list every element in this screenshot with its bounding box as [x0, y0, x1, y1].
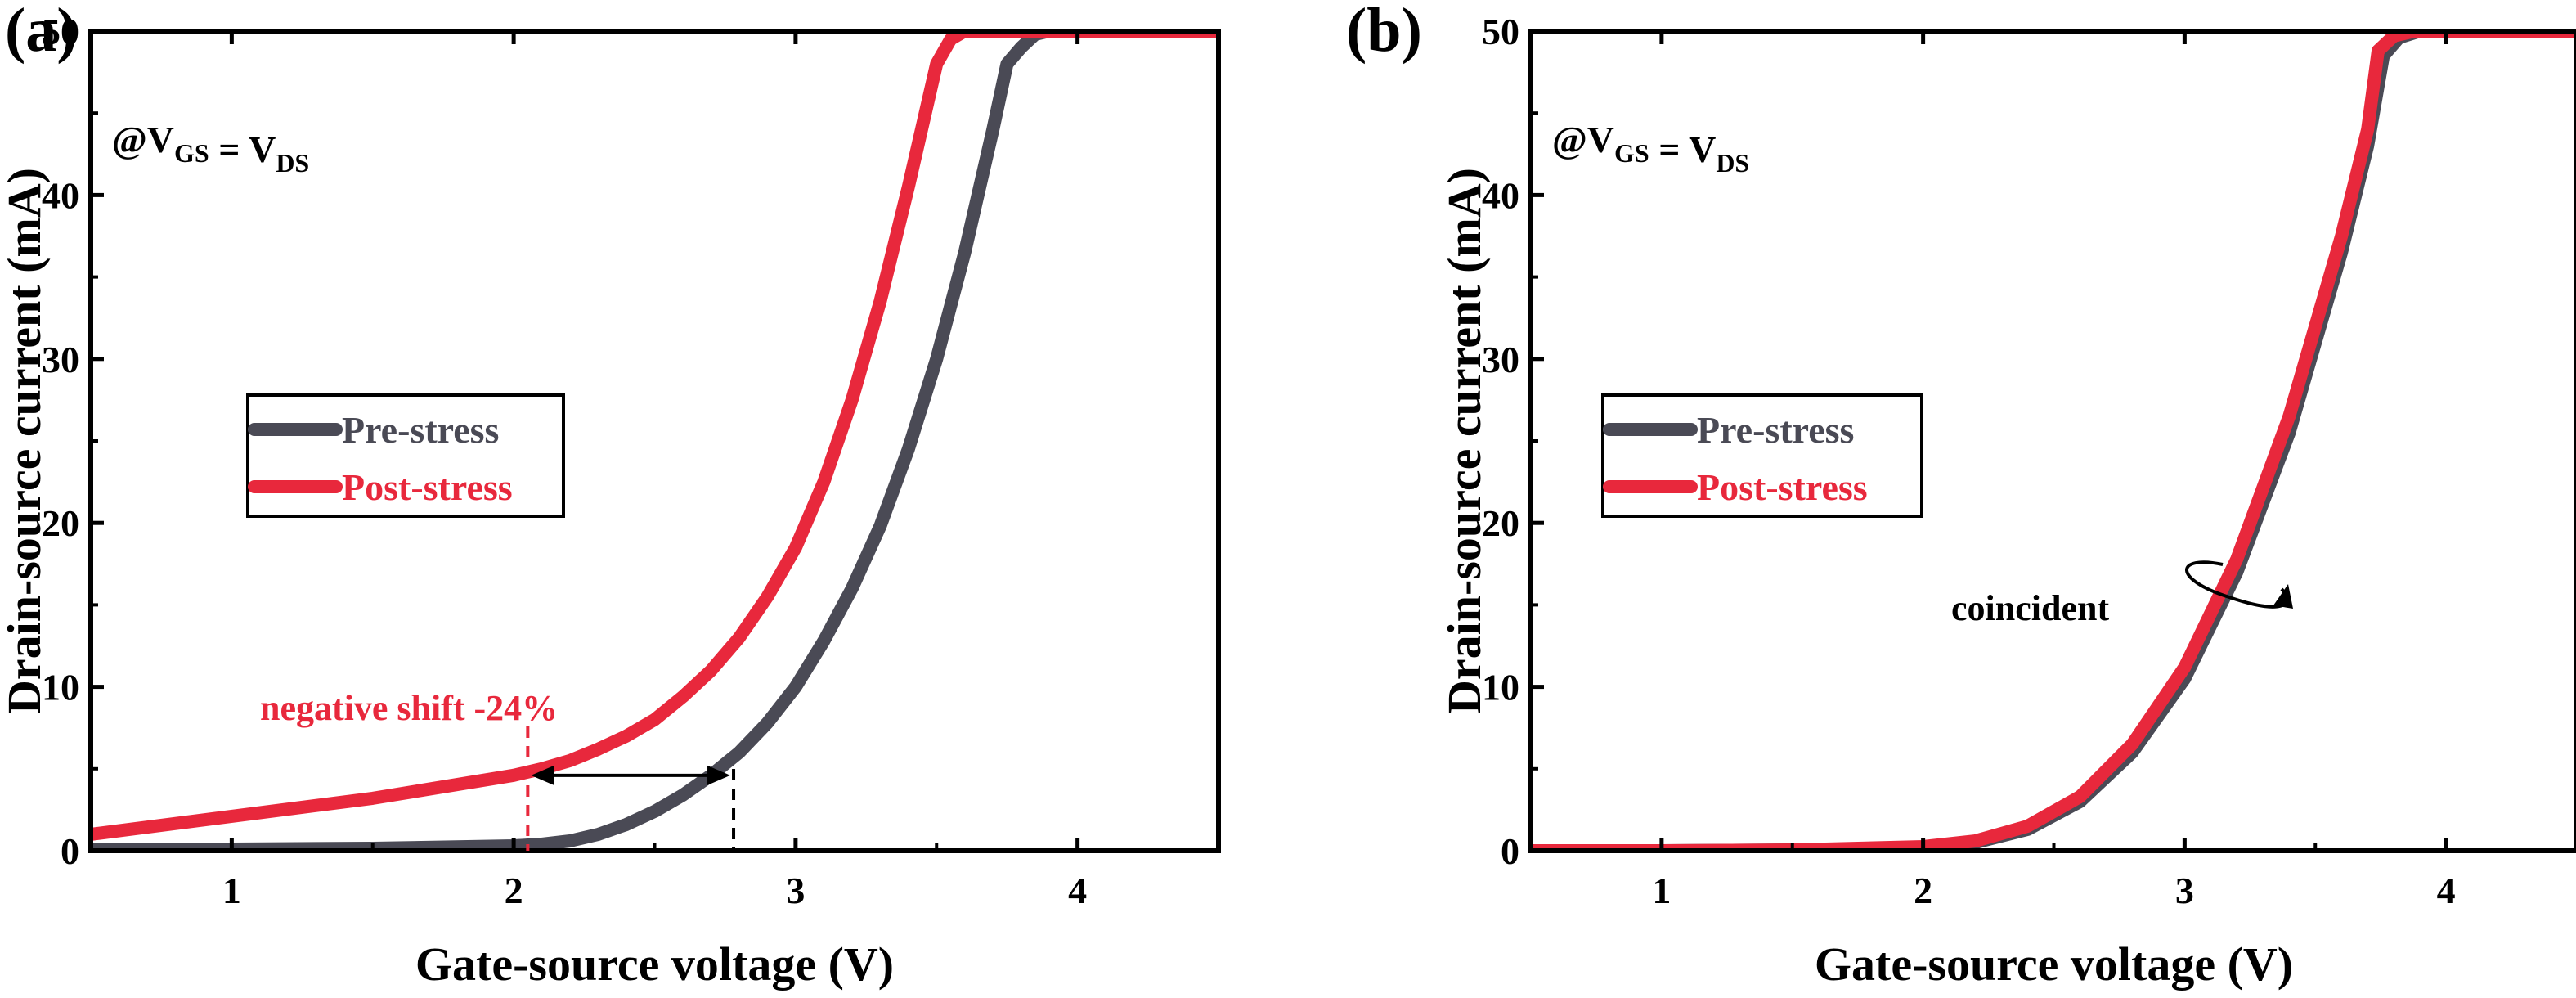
coincident-arrow-head — [2273, 584, 2293, 609]
legend-label-post-stress: Post-stress — [342, 466, 513, 508]
x-tick-label: 3 — [786, 870, 805, 911]
condition-condition-eq: = V — [1649, 128, 1717, 170]
shift-arrow-head-right — [707, 765, 731, 785]
shift-annotation: negative shift -24% — [260, 688, 558, 728]
x-axis-label: Gate-source voltage (V) — [415, 937, 894, 991]
series-line-pre-stress — [91, 31, 1218, 851]
x-tick-label: 4 — [2437, 870, 2456, 911]
y-tick-label: 50 — [1482, 11, 1519, 52]
panel-label: (a) — [5, 0, 78, 65]
y-tick-label: 40 — [42, 174, 79, 216]
condition-label: @VGS = VDS — [112, 119, 309, 178]
x-tick-label: 4 — [1068, 870, 1087, 911]
y-axis-label: Drain-source current (mA) — [1438, 168, 1491, 714]
y-tick-label: 40 — [1482, 174, 1519, 216]
condition-condition-sub2: DS — [1716, 148, 1749, 178]
condition-label: @VGS = VDS — [1552, 119, 1749, 178]
condition-condition-prefix: @V — [112, 119, 174, 160]
condition-condition-prefix: @V — [1552, 119, 1614, 160]
y-tick-label: 30 — [42, 339, 79, 380]
condition-condition-sub1: GS — [174, 138, 209, 168]
series-line-post-stress — [1531, 31, 2576, 851]
condition-condition-sub2: DS — [276, 148, 309, 178]
x-tick-label: 1 — [1652, 870, 1671, 911]
shift-arrow-head-left — [531, 765, 554, 785]
y-axis-label: Drain-source current (mA) — [0, 168, 51, 714]
condition-condition-eq: = V — [209, 128, 276, 170]
y-tick-label: 0 — [61, 830, 79, 872]
x-tick-label: 2 — [1914, 870, 1932, 911]
condition-condition-sub1: GS — [1614, 138, 1649, 168]
series-line-post-stress — [91, 31, 1218, 841]
y-tick-label: 30 — [1482, 339, 1519, 380]
y-tick-label: 20 — [1482, 502, 1519, 544]
y-tick-label: 10 — [42, 667, 79, 708]
y-tick-label: 10 — [1482, 667, 1519, 708]
x-tick-label: 3 — [2175, 870, 2194, 911]
legend-label-post-stress: Post-stress — [1697, 466, 1868, 508]
y-tick-label: 0 — [1501, 830, 1519, 872]
legend-box — [246, 393, 565, 518]
x-tick-label: 1 — [222, 870, 241, 911]
panel-label: (b) — [1346, 0, 1422, 65]
y-tick-label: 50 — [42, 11, 79, 52]
x-tick-label: 2 — [505, 870, 523, 911]
legend-label-pre-stress: Pre-stress — [1697, 409, 1854, 451]
legend-box — [1601, 393, 1923, 518]
legend-label-pre-stress: Pre-stress — [342, 409, 499, 451]
y-tick-label: 20 — [42, 502, 79, 544]
x-axis-label: Gate-source voltage (V) — [1815, 937, 2293, 991]
coincident-annotation: coincident — [1951, 588, 2109, 628]
